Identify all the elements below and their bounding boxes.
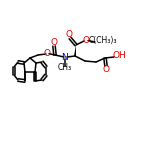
Text: N: N: [62, 53, 68, 62]
Text: C(CH₃)₃: C(CH₃)₃: [89, 36, 117, 45]
Text: O: O: [102, 65, 109, 74]
Polygon shape: [74, 45, 76, 55]
Text: CH₃: CH₃: [58, 64, 72, 73]
Text: O: O: [66, 30, 73, 39]
Text: OH: OH: [112, 52, 126, 60]
Text: O: O: [83, 36, 90, 45]
Text: O: O: [50, 38, 57, 47]
Text: O: O: [44, 49, 51, 58]
